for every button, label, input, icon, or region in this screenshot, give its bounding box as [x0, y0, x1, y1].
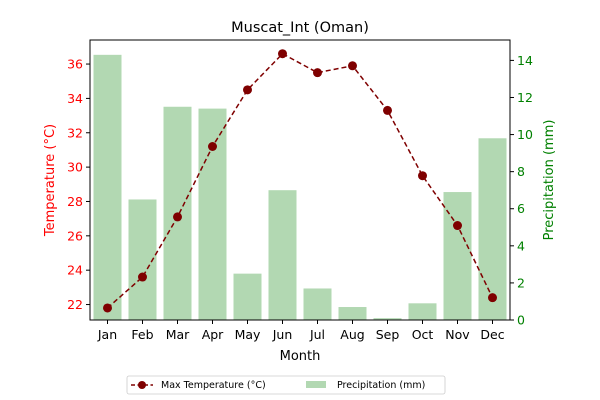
right-axis-tick-label: 6 — [517, 201, 525, 216]
x-axis-tick-label: Nov — [445, 327, 470, 342]
right-axis-tick-label: 2 — [517, 275, 525, 290]
precipitation-bar-dec — [478, 138, 507, 320]
precipitation-bar-may — [233, 273, 262, 320]
temperature-point-nov — [453, 221, 462, 231]
legend-entry-temperature: Max Temperature (°C) — [161, 380, 266, 391]
x-axis-tick-label: Oct — [412, 327, 434, 342]
plot-frame — [89, 39, 511, 321]
precipitation-bar-jan — [93, 54, 122, 320]
temperature-point-apr — [208, 142, 217, 152]
temperature-point-oct — [418, 171, 427, 181]
left-y-axis-label: Temperature (°C) — [43, 124, 58, 237]
legend: Max Temperature (°C) Precipitation (mm) — [126, 375, 446, 395]
x-axis-tick-label: Feb — [131, 327, 153, 342]
temperature-point-feb — [138, 272, 147, 282]
legend-box — [126, 375, 446, 395]
x-axis-tick-label: Dec — [480, 327, 504, 342]
precipitation-bar-sep — [373, 318, 402, 320]
left-axis-tick-label: 32 — [67, 125, 83, 140]
temperature-point-jan — [103, 303, 112, 313]
precipitation-bar-apr — [198, 108, 227, 320]
left-axis-tick-label: 24 — [67, 263, 83, 278]
left-axis-tick-label: 26 — [67, 228, 83, 243]
temperature-point-may — [243, 85, 252, 95]
right-axis-tick-label: 14 — [517, 53, 533, 68]
precipitation-bars — [93, 54, 507, 320]
legend-bar-swatch — [306, 381, 326, 388]
temperature-series-line — [107, 52, 494, 309]
x-axis-tick-label: Jul — [309, 327, 325, 342]
precipitation-bar-jul — [303, 288, 332, 320]
left-axis-tick-label: 30 — [67, 160, 83, 175]
chart-title: Muscat_Int (Oman) — [231, 20, 369, 36]
temperature-point-jul — [313, 68, 322, 78]
temperature-point-dec — [488, 293, 497, 303]
x-axis-label: Month — [280, 349, 321, 364]
right-axis-tick-label: 4 — [517, 238, 525, 253]
temperature-line — [103, 49, 497, 313]
x-axis-tick-label: May — [235, 327, 261, 342]
legend-entry-precipitation: Precipitation (mm) — [337, 380, 425, 391]
x-axis-tick-label: Jan — [97, 327, 117, 342]
left-axis-tick-label: 34 — [67, 91, 83, 106]
x-axis: Jan Feb Mar Apr May Jun Jul Aug Sep Oct Nov Dec — [97, 320, 505, 342]
right-y-axis-label: Precipitation (mm) — [542, 120, 557, 241]
precipitation-bar-jun — [268, 190, 297, 320]
precipitation-bar-oct — [408, 303, 437, 320]
left-y-axis: 22 24 26 28 30 32 34 36 — [67, 57, 90, 312]
right-axis-tick-label: 10 — [517, 127, 533, 142]
right-axis-tick-label: 0 — [517, 313, 525, 328]
right-axis-tick-label: 12 — [517, 90, 533, 105]
temperature-point-aug — [348, 61, 357, 71]
precipitation-bar-aug — [338, 307, 367, 320]
right-y-axis: 0 2 4 6 8 10 12 14 — [510, 53, 533, 328]
x-axis-tick-label: Apr — [202, 327, 224, 342]
x-axis-tick-label: Mar — [166, 327, 190, 342]
left-axis-tick-label: 28 — [67, 194, 83, 209]
right-axis-tick-label: 8 — [517, 164, 525, 179]
left-axis-tick-label: 22 — [67, 297, 83, 312]
x-axis-tick-label: Sep — [376, 327, 400, 342]
temperature-point-mar — [173, 212, 182, 222]
x-axis-tick-label: Jun — [272, 327, 293, 342]
legend-line-marker — [138, 381, 146, 389]
temperature-point-sep — [383, 105, 392, 115]
temperature-point-jun — [278, 49, 287, 59]
x-axis-tick-label: Aug — [340, 327, 364, 342]
left-axis-tick-label: 36 — [67, 57, 83, 72]
